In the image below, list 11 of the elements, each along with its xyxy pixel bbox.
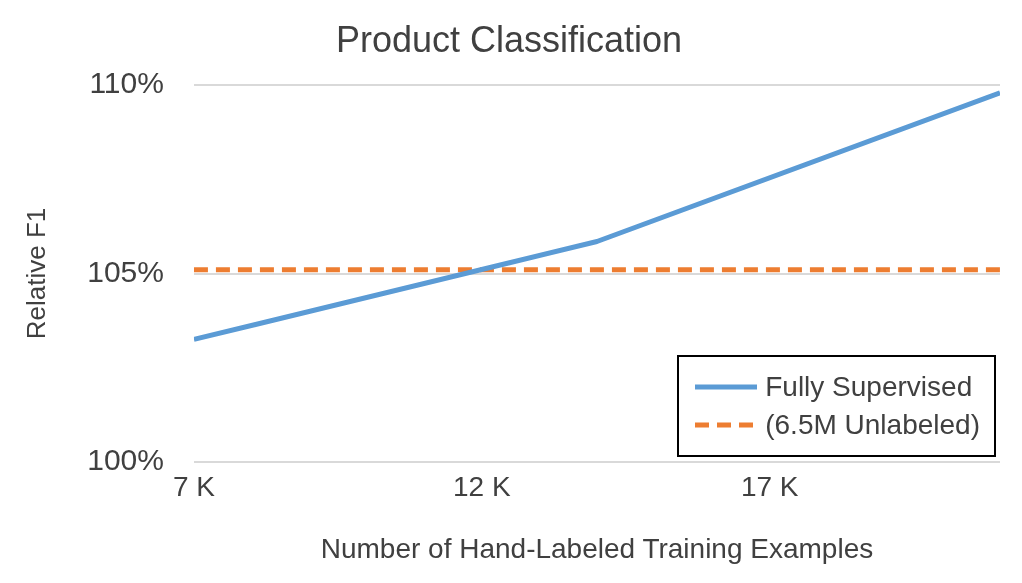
y-tick-label: 100% bbox=[87, 443, 164, 477]
y-tick-label: 105% bbox=[87, 254, 164, 288]
x-tick-label: 7 K bbox=[172, 471, 216, 503]
chart-title: Product Classification bbox=[335, 18, 683, 60]
legend-label: Fully Supervised bbox=[765, 371, 973, 403]
x-tick-label: 17 K bbox=[740, 471, 799, 503]
x-axis-title: Number of Hand-Labeled Training Examples bbox=[320, 532, 874, 564]
x-tick-label: 12 K bbox=[453, 471, 511, 503]
y-tick-label: 110% bbox=[89, 66, 164, 100]
legend-label: (6.5M Unlabeled) bbox=[765, 409, 980, 441]
y-axis-title: Relative F1 bbox=[20, 207, 51, 340]
